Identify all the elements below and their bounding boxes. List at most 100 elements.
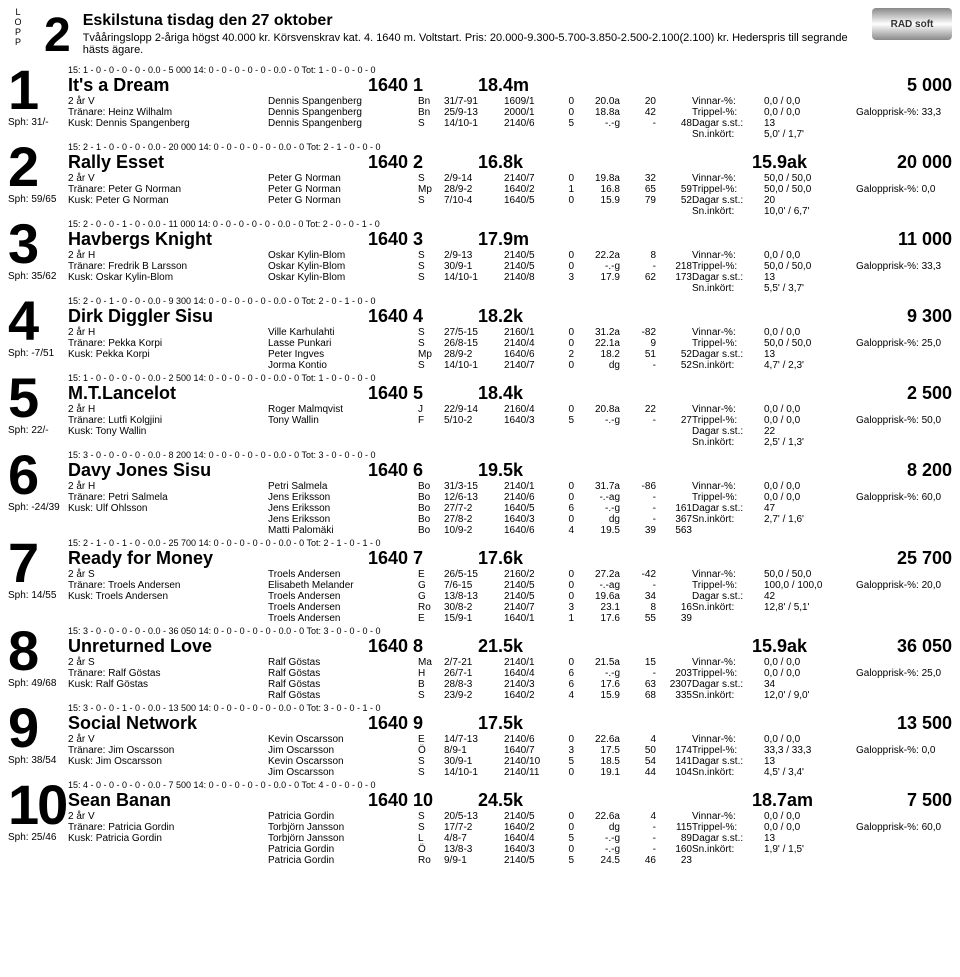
result-pts: 63 — [620, 679, 656, 690]
result-date: 28/9-2 — [444, 349, 504, 360]
result-row: Peter IngvesMp28/9-21640/6218.25152 — [268, 349, 692, 360]
kusk: Kusk: Patricia Gordin — [68, 833, 268, 844]
result-date: 27/5-15 — [444, 327, 504, 338]
result-driver: Ralf Göstas — [268, 657, 418, 668]
entry-number: 6 — [8, 450, 68, 500]
trainer: Tränare: Patricia Gordin — [68, 822, 268, 833]
result-time: 31.2a — [574, 327, 620, 338]
prize: 20 000 — [872, 152, 952, 173]
info-right: Vinnar-%:0,0 / 0,0Trippel-%:0,0 / 0,0Gal… — [692, 811, 952, 866]
result-date: 26/8-15 — [444, 338, 504, 349]
sph: Sph: 22/- — [8, 425, 68, 436]
entry-left: 3Sph: 35/62 — [8, 219, 68, 294]
result-time: 16.8 — [574, 184, 620, 195]
result-track: S — [418, 327, 444, 338]
result-track: Ma — [418, 657, 444, 668]
horse-line: Sean Banan1640 1024.5k18.7am7 500 — [68, 790, 952, 811]
result-pts: 50 — [620, 745, 656, 756]
prize: 5 000 — [872, 75, 952, 96]
result-odds — [656, 569, 692, 580]
result-date: 10/9-2 — [444, 525, 504, 536]
result-date: 14/10-1 — [444, 272, 504, 283]
result-dist: 2160/2 — [504, 569, 554, 580]
result-date: 13/8-13 — [444, 591, 504, 602]
stats-line: 15: 2 - 0 - 0 - 1 - 0 - 0.0 - 11 000 14:… — [68, 219, 952, 229]
result-date: 7/6-15 — [444, 580, 504, 591]
result-place: 6 — [554, 668, 574, 679]
horse-name: Davy Jones Sisu — [68, 460, 368, 481]
result-row: Roger MalmqvistJ22/9-142160/4020.8a22 — [268, 404, 692, 415]
info-right: Vinnar-%:50,0 / 50,0Trippel-%:100,0 / 10… — [692, 569, 952, 624]
result-date: 13/8-3 — [444, 844, 504, 855]
result-date: 9/9-1 — [444, 855, 504, 866]
result-odds: 52 — [656, 349, 692, 360]
result-row: Ralf GöstasS23/9-21640/2415.968335 — [268, 690, 692, 701]
prize: 13 500 — [872, 713, 952, 734]
result-time: 18.5 — [574, 756, 620, 767]
distance-start: 1640 7 — [368, 548, 478, 569]
result-track: S — [418, 338, 444, 349]
record: 19.5k — [478, 460, 568, 481]
info-right: Vinnar-%:0,0 / 0,0Trippel-%:0,0 / 0,0Gal… — [692, 404, 952, 448]
result-track: Ö — [418, 745, 444, 756]
stat-label: Trippel-%: — [692, 745, 762, 756]
stat-label: Trippel-%: — [692, 338, 762, 349]
result-place: 0 — [554, 107, 574, 118]
result-row: Jim OscarssonÖ8/9-11640/7317.550174 — [268, 745, 692, 756]
distance-start: 1640 2 — [368, 152, 478, 173]
result-pts: - — [620, 844, 656, 855]
stat-value: 50,0 / 50,0 — [764, 261, 854, 272]
stat-label: Dagar s.st.: — [692, 503, 762, 514]
result-driver: Peter G Norman — [268, 173, 418, 184]
result-dist: 1640/1 — [504, 613, 554, 624]
result-pts: 4 — [620, 734, 656, 745]
result-track: S — [418, 811, 444, 822]
result-odds — [656, 404, 692, 415]
result-dist: 1640/3 — [504, 514, 554, 525]
stat-value: 0,0 / 0,0 — [764, 107, 854, 118]
result-driver: Kevin Oscarsson — [268, 734, 418, 745]
entry-body: 15: 1 - 0 - 0 - 0 - 0 - 0.0 - 5 000 14: … — [68, 65, 952, 140]
kusk: Kusk: Dennis Spangenberg — [68, 118, 268, 129]
kusk: Kusk: Troels Andersen — [68, 591, 268, 602]
prize: 25 700 — [872, 548, 952, 569]
results: Kevin OscarssonE14/7-132140/6022.6a4Jim … — [268, 734, 692, 778]
stat-label: Sn.inkört: — [692, 514, 762, 525]
stat-extra — [856, 569, 956, 580]
result-track: S — [418, 272, 444, 283]
result-place: 0 — [554, 514, 574, 525]
sph: Sph: 14/55 — [8, 590, 68, 601]
result-odds — [656, 173, 692, 184]
result-time: 19.1 — [574, 767, 620, 778]
result-date: 8/9-1 — [444, 745, 504, 756]
stat-label: Sn.inkört: — [692, 437, 762, 448]
result-driver: Tony Wallin — [268, 415, 418, 426]
info-right: Vinnar-%:0,0 / 0,0Trippel-%:0,0 / 0,0Gal… — [692, 96, 952, 140]
entry-left: 6Sph: -24/39 — [8, 450, 68, 536]
distance-start: 1640 9 — [368, 713, 478, 734]
stats-grid: Vinnar-%:0,0 / 0,0Trippel-%:50,0 / 50,0G… — [692, 327, 952, 371]
stat-value: 0,0 / 0,0 — [764, 492, 854, 503]
stats-line: 15: 2 - 0 - 1 - 0 - 0 - 0.0 - 9 300 14: … — [68, 296, 952, 306]
stat-extra: Galopprisk-%: 33,3 — [856, 107, 956, 118]
result-place: 0 — [554, 569, 574, 580]
result-odds: 48 — [656, 118, 692, 129]
entry-body: 15: 3 - 0 - 0 - 0 - 0 - 0.0 - 8 200 14: … — [68, 450, 952, 536]
trainer: Tränare: Petri Salmela — [68, 492, 268, 503]
stat-value: 4,7' / 2,3' — [764, 360, 854, 371]
record: 18.4m — [478, 75, 568, 96]
info-row: 2 år VTränare: Heinz WilhalmKusk: Dennis… — [68, 96, 952, 140]
result-row: Jens ErikssonBo27/7-21640/56-.-g-161 — [268, 503, 692, 514]
age: 2 år H — [68, 404, 268, 415]
stat-value: 12,8' / 5,1' — [764, 602, 854, 613]
result-track: Bo — [418, 492, 444, 503]
sph: Sph: 38/54 — [8, 755, 68, 766]
stat-extra — [856, 195, 956, 206]
result-track: S — [418, 690, 444, 701]
stat-extra: Galopprisk-%: 0,0 — [856, 184, 956, 195]
stats-line: 15: 1 - 0 - 0 - 0 - 0 - 0.0 - 2 500 14: … — [68, 373, 952, 383]
result-date: 31/7-91 — [444, 96, 504, 107]
stat-label: Dagar s.st.: — [692, 349, 762, 360]
result-track: S — [418, 118, 444, 129]
result-track: L — [418, 833, 444, 844]
